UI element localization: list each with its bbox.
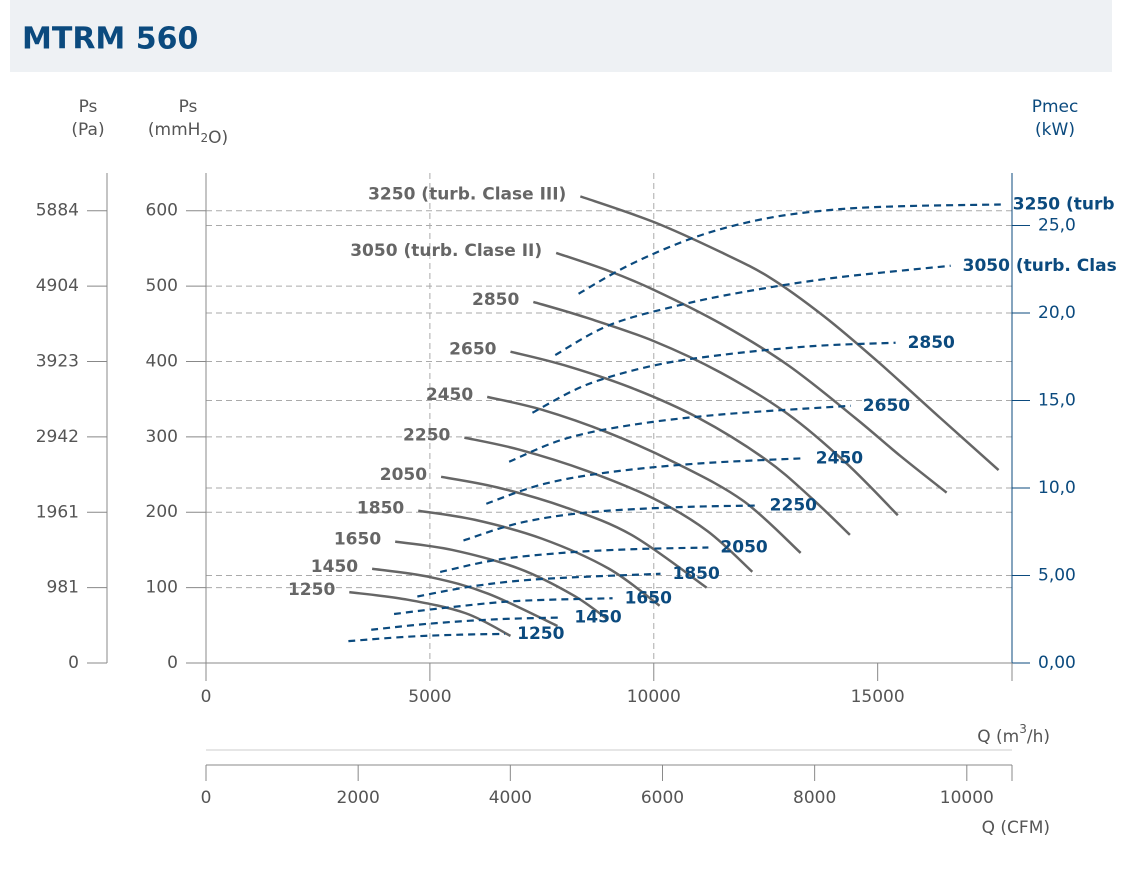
- curve-label: 3050 (turb. Clase II): [350, 241, 542, 261]
- x-tick-label: 5000: [408, 687, 451, 707]
- curve-label: 2250: [770, 496, 817, 516]
- y-label-part: 2: [200, 131, 208, 145]
- curve-label: 2650: [863, 396, 910, 416]
- curve-label: 1850: [357, 499, 404, 519]
- x2-tick-label: 4000: [489, 788, 532, 808]
- y3-tick-label: 5884: [36, 201, 79, 221]
- curve-label: 2650: [449, 340, 496, 360]
- curve-label: 2050: [720, 538, 767, 558]
- power-curve: [508, 404, 851, 463]
- curve-label: 1450: [574, 608, 621, 628]
- x-label-part: Q (m: [977, 727, 1019, 747]
- y-label: Ps: [179, 97, 198, 117]
- y3-tick-label: 0: [68, 653, 79, 673]
- x2-tick-label: 10000: [940, 788, 994, 808]
- pressure-curve: [486, 395, 802, 554]
- curve-label: 1650: [625, 588, 672, 608]
- x2-tick-label: 0: [201, 788, 212, 808]
- y2-tick-label: 25,0: [1038, 216, 1076, 236]
- x2-tick-label: 2000: [337, 788, 380, 808]
- y-tick-label: 500: [146, 276, 178, 296]
- curve-label: 2250: [403, 426, 450, 446]
- power-curve: [348, 632, 506, 643]
- curve-label: 1850: [672, 564, 719, 584]
- y3-tick-label: 4904: [36, 276, 79, 296]
- y2-tick-label: 0,00: [1038, 653, 1076, 673]
- pressure-curve: [349, 590, 512, 637]
- power-curve: [439, 546, 709, 574]
- x-tick-label: 15000: [851, 687, 905, 707]
- x2-label: Q (CFM): [982, 818, 1050, 838]
- power-curve: [578, 203, 1001, 295]
- y-tick-label: 600: [146, 201, 178, 221]
- power-curve: [393, 597, 613, 616]
- power-curve: [531, 341, 896, 414]
- curve-label: 1250: [517, 624, 564, 644]
- pressure-curve: [510, 350, 851, 536]
- power-curve: [485, 457, 804, 505]
- y-label-part: (mmH: [148, 120, 201, 140]
- pressure-curve: [395, 540, 609, 621]
- y2-tick-label: 10,0: [1038, 478, 1076, 498]
- power-curve: [554, 264, 951, 356]
- y-tick-label: 100: [146, 578, 178, 598]
- chart-title: MTRM 560: [22, 22, 198, 57]
- power-curve: [371, 616, 563, 631]
- y-tick-label: 0: [167, 653, 178, 673]
- pressure-curve: [579, 195, 1000, 471]
- curve-label: 2850: [472, 290, 519, 310]
- x2-tick-label: 8000: [793, 788, 836, 808]
- y3-tick-label: 2942: [36, 427, 79, 447]
- y-label: (mmH2O): [148, 120, 228, 148]
- pressure-curve: [464, 436, 754, 573]
- curve-label: 1450: [311, 557, 358, 577]
- y-tick-label: 400: [146, 351, 178, 371]
- curve-label: 2450: [816, 448, 863, 468]
- x-label: Q (m3/h): [977, 722, 1050, 748]
- curve-label: 3250 (turb. Clase III): [368, 184, 566, 204]
- pressure-curve: [440, 475, 708, 589]
- curve-label: 1650: [334, 530, 381, 550]
- pressure-curve: [532, 300, 899, 517]
- y3-tick-label: 3923: [36, 351, 79, 371]
- y3-label: Ps: [79, 97, 98, 117]
- y3-tick-label: 1961: [36, 502, 79, 522]
- x2-tick-label: 6000: [641, 788, 684, 808]
- curve-label: 1250: [288, 580, 335, 600]
- curve-label: 3050 (turb. Clas: [963, 256, 1117, 276]
- y2-tick-label: 15,0: [1038, 391, 1076, 411]
- curve-label: 3250 (turb: [1013, 195, 1115, 215]
- x-tick-label: 0: [201, 687, 212, 707]
- curve-label: 2450: [426, 385, 473, 405]
- x-label-part: 3: [1019, 722, 1027, 736]
- y-label-part: O): [208, 128, 228, 148]
- x-label-part: /h): [1027, 727, 1050, 747]
- y2-tick-label: 5,00: [1038, 566, 1076, 586]
- y3-tick-label: 981: [47, 578, 79, 598]
- y-tick-label: 200: [146, 502, 178, 522]
- power-curve: [417, 572, 661, 598]
- y2-label: Pmec: [1032, 97, 1079, 117]
- y2-tick-label: 20,0: [1038, 303, 1076, 323]
- curve-label: 2850: [908, 333, 955, 353]
- pressure-curve: [371, 567, 559, 628]
- y-tick-label: 300: [146, 427, 178, 447]
- curve-label: 2050: [380, 465, 427, 485]
- header-band: [10, 0, 1112, 72]
- y2-label: (kW): [1035, 120, 1075, 140]
- y3-label: (Pa): [71, 120, 104, 140]
- x-tick-label: 10000: [627, 687, 681, 707]
- pressure-curve: [418, 509, 661, 607]
- pressure-curve: [555, 251, 948, 494]
